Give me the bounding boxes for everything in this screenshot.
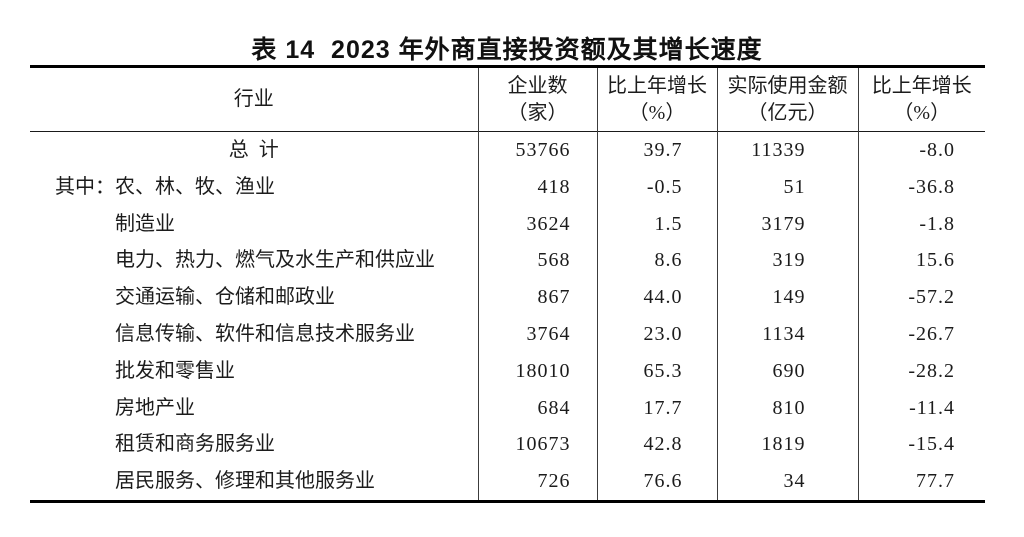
value-cell: 8.6 bbox=[596, 242, 717, 280]
value-cell: 11339 bbox=[716, 131, 858, 169]
column-header-enterprises: 企业数 （家） bbox=[477, 66, 597, 132]
value-cell: 65.3 bbox=[596, 352, 717, 390]
value-cell: 568 bbox=[477, 242, 597, 280]
industry-cell: 其中：农、林、牧、渔业 bbox=[55, 175, 275, 198]
table-row: 电力、热力、燃气及水生产和供应业 568 8.6 319 15.6 bbox=[30, 242, 985, 280]
value-cell: 690 bbox=[716, 352, 858, 390]
value-cell: 810 bbox=[716, 389, 858, 427]
column-header-enterprise-growth: 比上年增长 （%） bbox=[596, 66, 717, 132]
value-cell: 1819 bbox=[716, 426, 858, 464]
value-cell: -28.2 bbox=[857, 352, 985, 390]
value-cell: -26.7 bbox=[857, 315, 985, 353]
table-row-total: 总 计 53766 39.7 11339 -8.0 bbox=[30, 131, 985, 169]
value-cell: 18010 bbox=[477, 352, 597, 390]
table-row: 信息传输、软件和信息技术服务业 3764 23.0 1134 -26.7 bbox=[30, 315, 985, 353]
value-cell: 319 bbox=[716, 242, 858, 280]
value-cell: 17.7 bbox=[596, 389, 717, 427]
value-cell: 3624 bbox=[477, 205, 597, 243]
table-title: 表 14 2023 年外商直接投资额及其增长速度 bbox=[251, 36, 763, 64]
value-cell: 44.0 bbox=[596, 279, 717, 316]
table-row: 批发和零售业 18010 65.3 690 -28.2 bbox=[30, 352, 985, 390]
value-cell: -1.8 bbox=[857, 205, 985, 243]
header-row: 行业 企业数 （家） 比上年增长 （%） 实际使用金额 （亿元） 比上年增长 （… bbox=[30, 66, 985, 132]
value-cell: -11.4 bbox=[857, 389, 985, 427]
value-cell: 684 bbox=[477, 389, 597, 427]
value-cell: -36.8 bbox=[857, 168, 985, 206]
industry-cell: 信息传输、软件和信息技术服务业 bbox=[115, 322, 415, 345]
column-title: 比上年增长 bbox=[607, 74, 707, 97]
value-cell: 23.0 bbox=[596, 315, 717, 353]
industry-cell: 房地产业 bbox=[115, 396, 195, 419]
value-cell: 726 bbox=[477, 463, 597, 502]
fdi-table: 行业 企业数 （家） 比上年增长 （%） 实际使用金额 （亿元） 比上年增长 （… bbox=[30, 65, 985, 503]
value-cell: 10673 bbox=[477, 426, 597, 464]
value-cell: 42.8 bbox=[596, 426, 717, 464]
table-row: 其中：农、林、牧、渔业 418 -0.5 51 -36.8 bbox=[30, 168, 985, 206]
column-unit: （亿元） bbox=[747, 101, 828, 124]
fdi-table-container: 行业 企业数 （家） 比上年增长 （%） 实际使用金额 （亿元） 比上年增长 （… bbox=[30, 65, 985, 503]
industry-cell: 制造业 bbox=[115, 212, 175, 235]
column-unit: （%） bbox=[628, 101, 686, 124]
value-cell: 51 bbox=[716, 168, 858, 206]
column-title: 比上年增长 bbox=[871, 74, 972, 97]
column-header-industry: 行业 bbox=[30, 67, 478, 132]
table-row: 交通运输、仓储和邮政业 867 44.0 149 -57.2 bbox=[30, 279, 985, 316]
value-cell: 39.7 bbox=[596, 131, 717, 169]
column-header-amount-growth: 比上年增长 （%） bbox=[857, 66, 985, 132]
table-row: 租赁和商务服务业 10673 42.8 1819 -15.4 bbox=[30, 426, 985, 464]
value-cell: 1.5 bbox=[596, 205, 717, 243]
industry-cell: 居民服务、修理和其他服务业 bbox=[115, 470, 375, 493]
column-header-amount: 实际使用金额 （亿元） bbox=[716, 66, 858, 132]
table-body: 总 计 53766 39.7 11339 -8.0 其中：农、林、牧、渔业 41… bbox=[30, 131, 985, 502]
value-cell: 76.6 bbox=[596, 463, 717, 502]
value-cell: 53766 bbox=[477, 131, 597, 169]
value-cell: -57.2 bbox=[857, 279, 985, 316]
value-cell: 1134 bbox=[716, 315, 858, 353]
value-cell: 34 bbox=[716, 463, 858, 502]
value-cell: 867 bbox=[477, 279, 597, 316]
table-row: 制造业 3624 1.5 3179 -1.8 bbox=[30, 205, 985, 243]
table-row: 房地产业 684 17.7 810 -11.4 bbox=[30, 389, 985, 427]
industry-cell: 电力、热力、燃气及水生产和供应业 bbox=[115, 249, 435, 272]
column-title: 实际使用金额 bbox=[727, 74, 848, 97]
industry-cell: 总 计 bbox=[228, 139, 279, 161]
table-row: 居民服务、修理和其他服务业 726 76.6 34 77.7 bbox=[30, 463, 985, 502]
value-cell: -15.4 bbox=[857, 426, 985, 464]
value-cell: -8.0 bbox=[857, 131, 985, 169]
value-cell: 15.6 bbox=[857, 242, 985, 280]
column-unit: （%） bbox=[893, 101, 951, 124]
column-title: 行业 bbox=[233, 88, 274, 110]
value-cell: -0.5 bbox=[596, 168, 717, 206]
column-unit: （家） bbox=[507, 101, 568, 124]
value-cell: 418 bbox=[477, 168, 597, 206]
industry-cell: 批发和零售业 bbox=[115, 359, 235, 382]
value-cell: 3764 bbox=[477, 315, 597, 353]
value-cell: 149 bbox=[716, 279, 858, 316]
industry-cell: 交通运输、仓储和邮政业 bbox=[115, 286, 335, 309]
table-header: 行业 企业数 （家） 比上年增长 （%） 实际使用金额 （亿元） 比上年增长 （… bbox=[30, 66, 985, 132]
value-cell: 3179 bbox=[716, 205, 858, 243]
value-cell: 77.7 bbox=[857, 463, 985, 502]
industry-cell: 租赁和商务服务业 bbox=[115, 433, 275, 456]
column-title: 企业数 bbox=[507, 74, 568, 97]
